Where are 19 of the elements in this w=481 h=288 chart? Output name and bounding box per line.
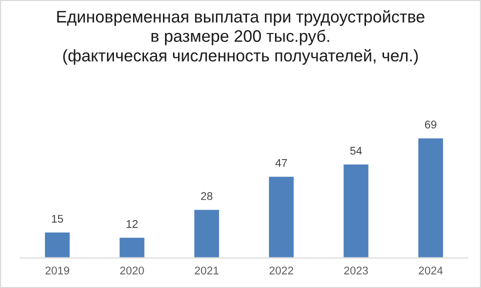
bar bbox=[44, 231, 72, 258]
x-tick-label: 2022 bbox=[270, 266, 294, 274]
x-tick-label: 2019 bbox=[46, 266, 70, 274]
bar bbox=[342, 163, 370, 258]
chart-title: Единовременная выплата при трудоустройстве в размере 200 тыс.руб. (фактическая численность получателей, чел.) bbox=[57, 10, 424, 65]
bar bbox=[416, 136, 444, 258]
x-tick-label: 2024 bbox=[418, 266, 443, 274]
data-label: 15 bbox=[52, 214, 64, 223]
data-label: 12 bbox=[126, 220, 138, 228]
x-tick-label: 2023 bbox=[344, 266, 368, 274]
data-label: 54 bbox=[350, 146, 362, 155]
bar bbox=[118, 236, 146, 258]
data-label: 28 bbox=[201, 192, 212, 200]
x-tick-label: 2020 bbox=[120, 266, 144, 274]
bar bbox=[268, 175, 296, 258]
data-label: 69 bbox=[425, 120, 436, 128]
data-label: 47 bbox=[275, 159, 287, 167]
bar bbox=[192, 208, 220, 258]
x-tick-label: 2021 bbox=[194, 266, 218, 274]
